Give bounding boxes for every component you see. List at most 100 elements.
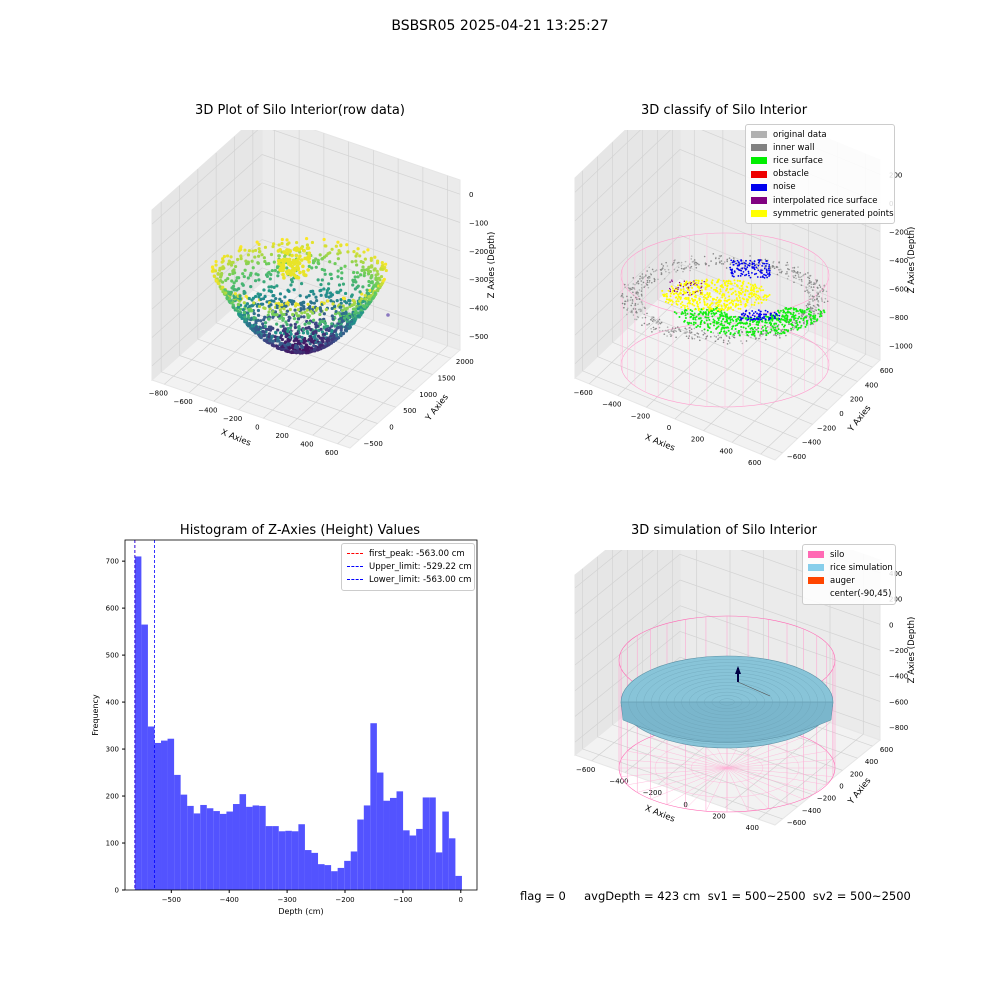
noise-point — [742, 312, 745, 315]
wall-point — [648, 277, 651, 279]
grid-line — [574, 177, 681, 279]
wall-point — [694, 333, 696, 336]
rice-point — [795, 325, 798, 328]
raw-data-point — [263, 294, 267, 299]
legend-swatch — [808, 551, 824, 559]
wall-point — [780, 329, 782, 331]
wall-point — [807, 276, 809, 279]
z-axis-label: Z Axies (Depth) — [487, 232, 497, 299]
wall-point — [772, 334, 775, 336]
z-tick-label: −200 — [889, 228, 908, 236]
wall-point — [673, 261, 675, 264]
interpolated-point — [686, 283, 689, 285]
silo-grid-line — [726, 767, 827, 786]
wall-point — [805, 304, 808, 307]
rice-point — [712, 308, 715, 311]
classify-point-cloud — [620, 232, 830, 408]
noise-point — [737, 275, 740, 277]
raw-data-point — [314, 295, 318, 299]
wall-point — [728, 336, 730, 338]
wall-point — [803, 321, 805, 324]
noise-point — [751, 310, 754, 312]
raw-data-point — [365, 288, 369, 292]
wall-point — [666, 265, 669, 267]
wall-point — [675, 271, 677, 273]
symmetric-point — [708, 309, 711, 312]
wall-point — [676, 326, 679, 328]
raw-data-point — [344, 328, 348, 332]
symmetric-point — [724, 305, 727, 308]
raw-data-point — [315, 306, 319, 311]
wall-point — [682, 268, 685, 270]
interpolated-point — [703, 280, 705, 283]
silo-grid-line — [726, 767, 817, 793]
rice-point — [729, 333, 732, 336]
noise-point — [729, 266, 732, 269]
symmetric-point — [706, 293, 709, 296]
symmetric-point — [701, 289, 704, 292]
wall-point — [800, 314, 803, 316]
symmetric-point — [675, 300, 678, 303]
rice-point — [761, 320, 764, 323]
y-tick-label: −200 — [817, 795, 836, 803]
raw-data-point — [326, 252, 330, 256]
raw-data-point — [285, 323, 289, 327]
raw-data-point — [366, 248, 370, 252]
wall-point — [823, 301, 826, 304]
raw-data-point — [272, 285, 276, 289]
symmetric-point — [697, 307, 700, 310]
symmetric-point — [718, 309, 721, 312]
wall-point — [777, 324, 780, 326]
rice-point — [812, 315, 815, 318]
noise-point — [757, 264, 760, 267]
wall-point — [785, 334, 787, 337]
noise-point — [741, 262, 744, 265]
rice-point — [764, 324, 767, 327]
raw-data-point — [340, 308, 345, 313]
symmetric-point — [734, 305, 737, 308]
legend-entry: obstacle — [751, 168, 889, 181]
y-tick-label: 200 — [850, 770, 863, 778]
wall-point — [787, 275, 790, 277]
raw-data-point — [284, 340, 288, 344]
raw-data-point — [263, 321, 268, 325]
rice-point — [712, 318, 715, 321]
symmetric-point — [724, 284, 727, 287]
histogram-bar — [350, 851, 358, 890]
noise-point — [775, 312, 778, 315]
noise-point — [765, 262, 768, 265]
rice-point — [781, 323, 784, 326]
raw-data-point — [275, 322, 279, 326]
rice-point — [780, 332, 783, 335]
rice-point — [770, 328, 773, 331]
rice-point — [813, 316, 816, 319]
y-tick-label: 200 — [106, 793, 119, 801]
rice-point — [726, 326, 729, 329]
noise-point — [744, 310, 747, 313]
wall-point — [732, 336, 735, 339]
raw-data-point — [275, 313, 279, 317]
rice-point — [786, 308, 789, 311]
wall-point — [699, 339, 701, 342]
interpolated-point — [689, 282, 692, 285]
raw-data-point — [261, 297, 266, 301]
symmetric-point — [662, 295, 665, 298]
z-tick-label: −400 — [889, 673, 908, 681]
raw-data-point — [363, 271, 367, 275]
wall-point — [673, 331, 675, 333]
raw-data-point — [372, 294, 377, 298]
wall-point — [688, 263, 691, 265]
rice-point — [810, 321, 813, 324]
raw-data-point — [261, 325, 265, 329]
symmetric-point — [713, 298, 716, 301]
rice-point — [778, 332, 781, 335]
wall-point — [632, 291, 634, 294]
rice-point — [711, 315, 714, 318]
raw-data-point — [305, 308, 309, 312]
rice-point — [757, 330, 760, 333]
wall-point — [725, 335, 728, 337]
symmetric-point — [697, 309, 700, 312]
symmetric-point — [663, 293, 666, 296]
rice-point — [783, 324, 786, 327]
wall-point — [688, 335, 691, 337]
